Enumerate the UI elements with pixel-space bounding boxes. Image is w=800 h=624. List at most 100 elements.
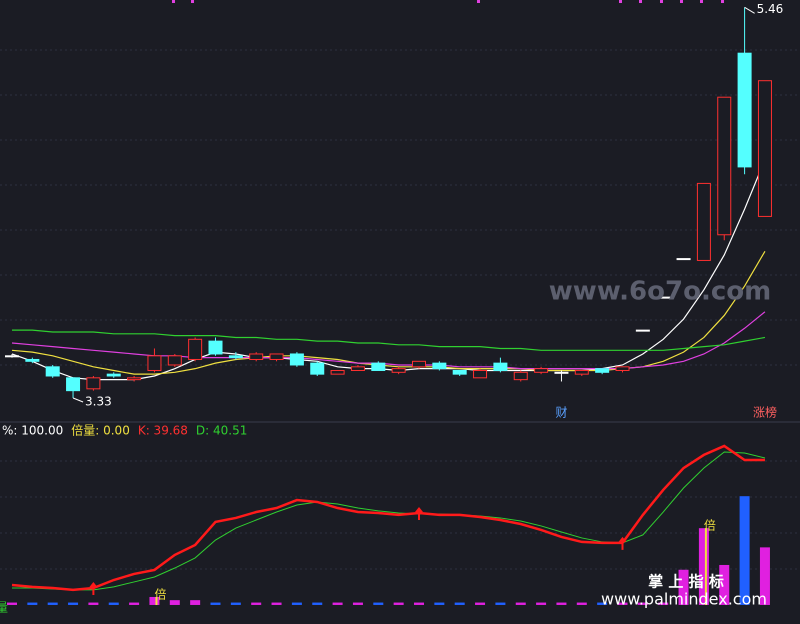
candle-body xyxy=(330,369,345,375)
corner-label: 量 xyxy=(0,601,8,615)
annotation-arrow xyxy=(72,397,84,403)
volume-bar xyxy=(597,602,608,605)
indicator-header: %: 100.00 xyxy=(2,424,63,438)
volume-bar xyxy=(414,602,424,605)
candle-body xyxy=(473,369,488,379)
candle-body xyxy=(127,377,142,381)
volume-bar xyxy=(271,602,282,605)
annotation-arrow xyxy=(744,6,755,14)
volume-bar xyxy=(251,602,262,605)
volume-bar xyxy=(719,564,730,605)
volume-bar xyxy=(515,602,526,605)
d-line xyxy=(12,451,766,591)
volume-bar xyxy=(291,602,302,605)
volume-bar xyxy=(27,602,38,605)
candle-body xyxy=(696,182,711,261)
volume-bar xyxy=(739,496,750,605)
event-label: 财 xyxy=(555,406,567,420)
candle-body xyxy=(513,371,528,381)
k-line xyxy=(11,444,765,592)
volume-bar xyxy=(129,602,140,605)
candle-body xyxy=(249,353,264,360)
volume-bar xyxy=(88,602,99,605)
indicator-header: D: 40.51 xyxy=(196,424,247,438)
watermark: www.palmindex.com xyxy=(601,590,767,609)
background-grid xyxy=(0,49,800,570)
candle-body xyxy=(167,355,182,366)
candle-body xyxy=(310,362,325,375)
volume-bar xyxy=(373,602,384,605)
candle-body xyxy=(534,368,549,373)
low-label: 3.33 xyxy=(85,394,112,408)
ma-line xyxy=(12,329,766,351)
volume-bar xyxy=(169,600,180,605)
candle-body xyxy=(269,353,284,360)
candle-body xyxy=(432,362,447,370)
candle-body xyxy=(574,369,589,375)
volume-bar xyxy=(454,602,465,605)
buy-arrow xyxy=(89,582,98,596)
volume-bar xyxy=(312,602,323,605)
ma-line xyxy=(11,159,766,381)
candle-body xyxy=(635,329,650,332)
candle-body xyxy=(412,360,426,368)
volume-bar xyxy=(678,569,689,605)
buy-arrow xyxy=(415,506,423,520)
candle-body xyxy=(493,362,508,371)
volume-bar xyxy=(617,602,628,605)
candle-body xyxy=(595,368,610,373)
watermark: www.6o7o.com xyxy=(549,277,771,307)
volume-bar xyxy=(190,600,201,605)
volume-bar xyxy=(210,602,221,605)
candle-body xyxy=(228,355,243,359)
candle-body xyxy=(25,358,40,362)
candle-body xyxy=(147,355,162,371)
candle-body xyxy=(66,377,81,392)
candle-body xyxy=(371,362,386,371)
candle-body xyxy=(717,96,732,236)
candle-body xyxy=(188,338,203,360)
high-label: 5.46 xyxy=(757,2,784,16)
candle-body xyxy=(86,377,101,390)
candle-body xyxy=(5,355,19,358)
volume-bar xyxy=(68,602,79,605)
volume-bar xyxy=(637,602,648,605)
volume-bar xyxy=(698,528,709,605)
candle-body xyxy=(554,371,569,374)
volume-bar xyxy=(230,602,241,605)
signal-label: 倍 xyxy=(704,518,716,533)
volume-bar xyxy=(7,602,17,605)
volume-bar xyxy=(108,602,119,605)
volume-bar xyxy=(332,602,343,605)
volume-bar xyxy=(393,602,404,605)
signal-label: 倍 xyxy=(154,586,166,601)
candle-body xyxy=(289,353,304,366)
volume-bar xyxy=(352,602,363,605)
candle-body xyxy=(391,368,406,373)
candle-body xyxy=(656,296,671,299)
volume-bar xyxy=(434,602,445,605)
volume-bar xyxy=(475,602,486,605)
candle-body xyxy=(452,369,467,375)
candle-body xyxy=(737,52,752,168)
volume-bar xyxy=(658,602,669,605)
event-label: 涨榜 xyxy=(753,405,777,420)
top-dots xyxy=(172,0,724,3)
candle-body xyxy=(676,258,691,261)
candle-body xyxy=(350,366,365,371)
candle-body xyxy=(106,373,121,377)
candle-body xyxy=(757,80,772,217)
volume-bar xyxy=(536,602,547,605)
volume-bar xyxy=(556,602,567,605)
ma-line xyxy=(11,250,766,375)
candle-body xyxy=(208,340,223,355)
indicator-header: 倍量: 0.00 xyxy=(71,423,130,438)
volume-bar xyxy=(495,602,506,605)
indicator-header: K: 39.68 xyxy=(138,424,188,438)
volume-bar xyxy=(47,602,58,605)
watermark: 掌 上 指 标 xyxy=(648,573,724,591)
candle-body xyxy=(615,366,630,371)
volume-bar xyxy=(759,547,770,605)
